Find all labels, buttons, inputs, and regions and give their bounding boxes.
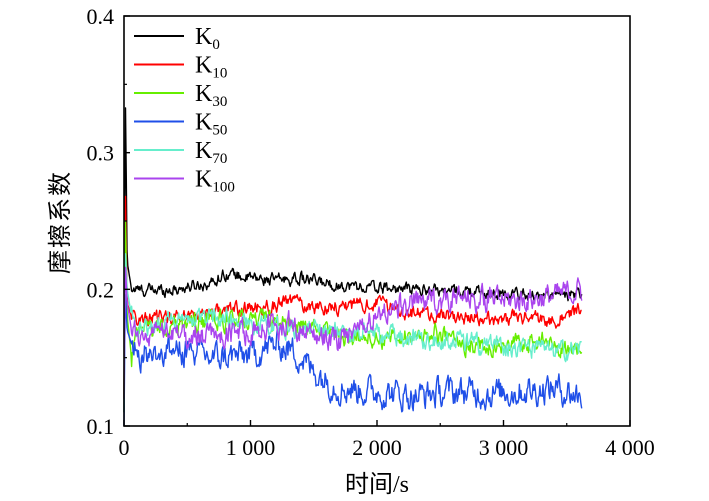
y-axis-label: 摩擦系数 <box>47 170 74 274</box>
legend-entry-k10: K10 <box>134 53 227 82</box>
ticks-layer: 0 1 000 2 000 3 000 4 000 0.1 0.2 0.3 0.4 <box>87 4 655 460</box>
legend-label: K70 <box>195 138 227 167</box>
x-tick-label: 3 000 <box>479 435 529 460</box>
series-line-k70 <box>123 253 582 413</box>
legend-entry-k70: K70 <box>134 138 227 167</box>
legend-label: K50 <box>195 110 227 139</box>
x-tick-label: 1 000 <box>226 435 276 460</box>
series-line-k0 <box>123 107 583 413</box>
legend-label: K0 <box>195 24 220 53</box>
legend-entry-k100: K100 <box>134 167 235 196</box>
y-tick-label: 0.3 <box>87 141 115 166</box>
series-line-k10 <box>123 195 582 399</box>
legend-entry-k30: K30 <box>134 81 227 110</box>
y-tick-label: 0.4 <box>87 4 115 29</box>
legend-label: K30 <box>195 81 227 110</box>
x-tick-label: 2 000 <box>352 435 402 460</box>
series-layer <box>123 107 583 427</box>
series-line-k100 <box>123 266 583 399</box>
x-axis-label: 时间/s <box>345 471 409 498</box>
x-tick-label: 4 000 <box>605 435 655 460</box>
legend-entry-k0: K0 <box>134 24 220 53</box>
y-tick-label: 0.2 <box>87 277 115 302</box>
legend-entry-k50: K50 <box>134 110 227 139</box>
x-tick-label: 0 <box>119 435 130 460</box>
legend-label: K10 <box>195 53 227 82</box>
legend-label: K100 <box>195 167 235 196</box>
y-tick-label: 0.1 <box>87 414 115 439</box>
